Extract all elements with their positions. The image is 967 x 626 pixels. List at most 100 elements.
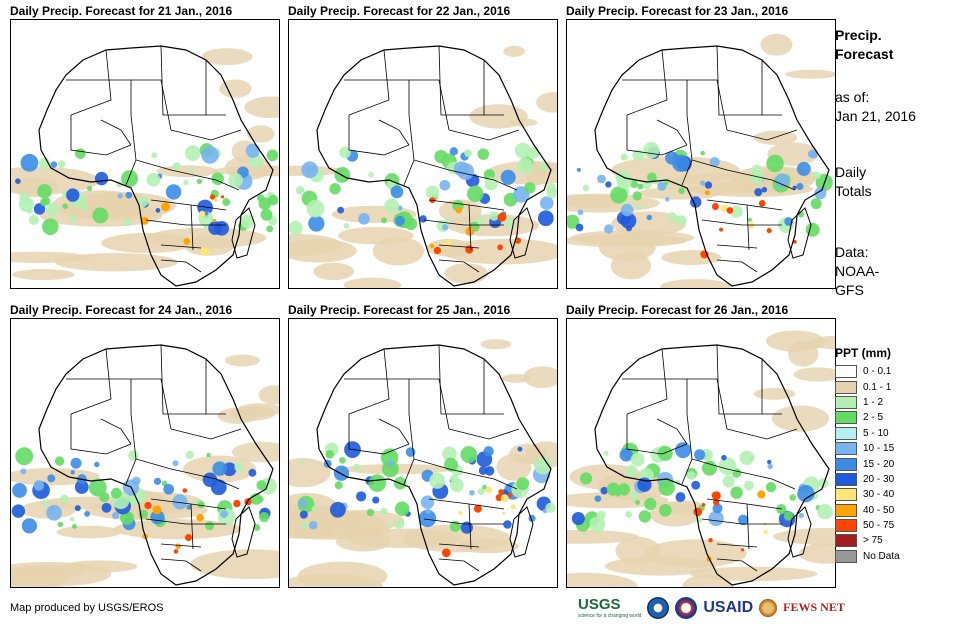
fews-net-logo: FEWS NET (783, 600, 845, 614)
rain-cell (657, 446, 673, 461)
rain-cell (12, 483, 27, 498)
rain-cell (240, 214, 255, 229)
country-border (409, 378, 450, 430)
country-border (125, 458, 137, 485)
heavy-rain-cell (144, 501, 152, 510)
legend-item: 5 - 10 (835, 426, 900, 441)
rain-cell (117, 193, 123, 199)
rain-cell (74, 505, 81, 512)
rain-cell (644, 497, 657, 511)
usgs-logo-text: USGS (578, 596, 621, 613)
rain-cell (526, 146, 540, 160)
rain-cell (539, 196, 554, 210)
rain-cell (635, 499, 640, 505)
rain-cell (625, 465, 638, 478)
rain-cell (675, 215, 687, 227)
rain-cell (700, 150, 705, 156)
rain-cell (151, 152, 158, 159)
legend-label: 20 - 30 (863, 473, 895, 485)
rain-cell (620, 203, 634, 217)
light-rain-area (343, 277, 402, 288)
light-rain-area (567, 529, 640, 544)
rain-cell (197, 501, 205, 509)
rain-cell (99, 491, 110, 503)
rain-cell (418, 509, 437, 528)
heavy-rain-cell (711, 203, 719, 210)
rain-cell (80, 203, 89, 211)
legend-item: 10 - 15 (835, 441, 900, 456)
rain-cell (253, 524, 261, 531)
usaid-logo: USAID (703, 598, 754, 616)
rain-cell (766, 154, 784, 173)
rain-cell (334, 481, 343, 490)
heavy-rain-cell (507, 493, 513, 498)
country-border (438, 344, 484, 415)
country-border (626, 348, 668, 415)
legend-item: 1 - 2 (835, 395, 900, 410)
rain-cell (708, 510, 724, 527)
rain-cell (220, 510, 228, 519)
rain-cell (546, 187, 557, 199)
panel-title: Daily Precip. Forecast for 23 Jan., 2016 (566, 4, 789, 18)
rain-cell (101, 502, 112, 513)
light-rain-area (503, 45, 525, 57)
rain-cell (339, 146, 351, 159)
light-rain-area (11, 269, 75, 281)
country-border (761, 60, 782, 116)
light-rain-area (289, 458, 331, 488)
rain-cell (299, 460, 305, 465)
country-border (423, 518, 504, 525)
rain-cell (94, 461, 100, 468)
rain-cell (353, 463, 361, 471)
rain-cell (205, 521, 215, 531)
rain-cell (694, 449, 706, 461)
legend-label: 15 - 20 (863, 458, 895, 470)
rain-cell (15, 447, 34, 466)
rain-cell (41, 499, 49, 507)
country-border (130, 114, 172, 171)
legend-item: 30 - 40 (835, 487, 900, 502)
rain-cell (699, 180, 706, 186)
rain-cell (817, 504, 833, 520)
rain-cell (805, 222, 820, 237)
light-rain-area (372, 236, 425, 266)
country-border (344, 378, 410, 414)
rain-cell (84, 510, 90, 517)
legend-item: 0 - 0.1 (835, 364, 900, 379)
credit-text: Map produced by USGS/EROS (10, 602, 164, 614)
country-border (761, 359, 782, 415)
light-rain-area (219, 79, 252, 98)
rain-cell (537, 210, 554, 227)
heavy-rain-cell (443, 239, 452, 248)
rain-cell (730, 486, 743, 499)
rain-cell (386, 523, 391, 529)
precip-map (10, 318, 280, 588)
legend-swatch (835, 488, 857, 502)
rain-cell (45, 202, 60, 216)
country-border (131, 378, 172, 430)
rain-cell (630, 452, 645, 467)
heavy-rain-cell (693, 507, 703, 517)
rain-cell (163, 483, 175, 495)
rain-cell (405, 447, 416, 457)
partner-logos: USGS science for a changing world USAID … (578, 596, 845, 619)
rain-cell (739, 450, 755, 465)
rain-cell (172, 494, 188, 510)
country-border (170, 468, 240, 490)
rain-cell (40, 198, 48, 207)
rain-cell (500, 169, 516, 185)
rain-cell (11, 504, 26, 518)
rain-cell (234, 462, 244, 472)
heavy-rain-cell (213, 198, 218, 203)
country-border (716, 558, 758, 572)
heavy-rain-cell (184, 533, 193, 542)
legend-swatch (835, 426, 857, 440)
rain-cell (368, 171, 374, 178)
precip-map (566, 318, 836, 588)
country-border (483, 359, 504, 415)
title-line: Precip. (835, 27, 882, 43)
rain-cell (20, 468, 27, 475)
heavy-rain-cell (183, 238, 191, 245)
panel-title: Daily Precip. Forecast for 21 Jan., 2016 (10, 4, 233, 18)
rain-cell (372, 496, 380, 504)
